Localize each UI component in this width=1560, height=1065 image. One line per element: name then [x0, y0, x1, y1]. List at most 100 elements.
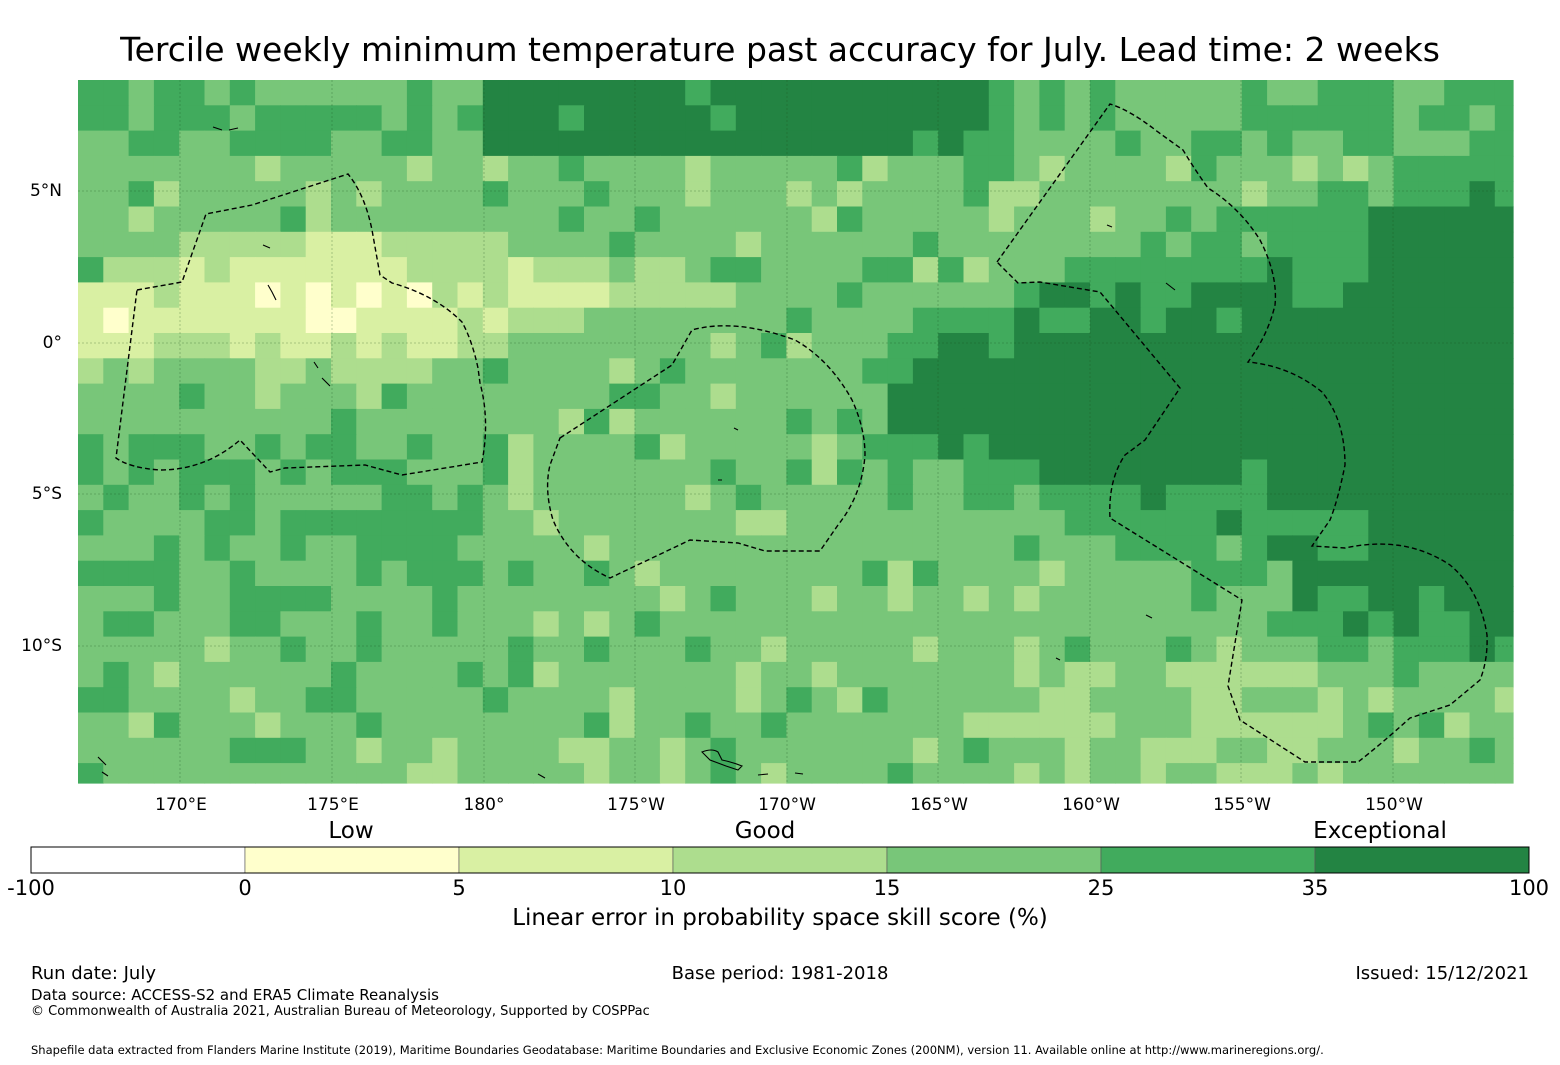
skill-cell	[78, 434, 104, 461]
skill-cell	[584, 434, 610, 461]
skill-cell	[634, 206, 661, 233]
skill-cell	[1241, 307, 1268, 334]
skill-cell	[609, 687, 636, 714]
skill-cell	[1393, 80, 1420, 106]
skill-cell	[103, 181, 130, 208]
skill-cell	[406, 80, 433, 106]
skill-cell	[1292, 408, 1319, 435]
colorbar-tick: 0	[238, 876, 252, 900]
skill-cell	[204, 155, 231, 182]
skill-cell	[103, 661, 130, 688]
skill-cell	[356, 282, 383, 309]
skill-cell	[938, 181, 965, 208]
skill-cell	[786, 282, 813, 309]
skill-cell	[862, 408, 889, 435]
skill-cell	[963, 80, 990, 106]
skill-cell	[938, 333, 965, 359]
skill-cell	[887, 510, 914, 536]
skill-cell	[1115, 130, 1142, 157]
skill-cell	[103, 333, 130, 359]
skill-cell	[1064, 80, 1091, 106]
colorbar-segment	[244, 846, 460, 874]
skill-cell	[811, 408, 838, 435]
skill-cell	[1267, 307, 1293, 334]
skill-cell	[1267, 737, 1293, 764]
skill-cell	[432, 763, 459, 784]
skill-cell	[1393, 510, 1420, 536]
skill-cell	[1064, 358, 1091, 385]
skill-cell	[1241, 155, 1268, 182]
skill-cell	[508, 636, 534, 663]
skill-cell	[761, 105, 787, 132]
skill-cell	[1317, 80, 1344, 106]
skill-cell	[1039, 206, 1066, 233]
skill-cell	[1343, 257, 1369, 283]
skill-cell	[761, 661, 787, 688]
skill-cell	[912, 636, 939, 663]
skill-cell	[508, 130, 534, 157]
skill-cell	[685, 155, 712, 182]
skill-cell	[179, 687, 206, 714]
skill-cell	[103, 611, 130, 638]
skill-cell	[634, 231, 661, 258]
skill-cell	[1418, 459, 1445, 486]
skill-cell	[1469, 763, 1496, 784]
skill-cell	[482, 358, 509, 385]
skill-cell	[963, 484, 990, 511]
skill-cell	[508, 105, 534, 132]
skill-cell	[103, 763, 130, 784]
skill-cell	[963, 661, 990, 688]
skill-cell	[280, 636, 307, 663]
skill-cell	[381, 611, 408, 638]
skill-cell	[1191, 307, 1218, 334]
skill-cell	[1014, 358, 1040, 385]
skill-cell	[204, 206, 231, 233]
skill-cell	[1014, 383, 1040, 410]
colorbar-segment	[458, 846, 674, 874]
skill-cell	[533, 535, 560, 562]
skill-cell	[1014, 307, 1040, 334]
skill-cell	[1343, 510, 1369, 536]
skill-cell	[685, 763, 712, 784]
skill-cell	[1140, 687, 1167, 714]
skill-cell	[229, 181, 256, 208]
skill-cell	[609, 408, 636, 435]
skill-cell	[305, 282, 332, 309]
skill-cell	[811, 586, 838, 612]
skill-cell	[153, 383, 180, 410]
skill-cell	[837, 560, 863, 587]
skill-cell	[255, 560, 281, 587]
skill-cell	[761, 155, 787, 182]
skill-cell	[1191, 661, 1218, 688]
skill-cell	[128, 80, 155, 106]
skill-cell	[761, 763, 787, 784]
skill-cell	[685, 282, 712, 309]
skill-cell	[1292, 636, 1319, 663]
skill-cell	[1090, 763, 1116, 784]
colorbar-segment	[672, 846, 888, 874]
skill-cell	[356, 510, 383, 536]
skill-cell	[78, 459, 104, 486]
skill-cell	[381, 535, 408, 562]
skill-cell	[432, 510, 459, 536]
skill-cell	[659, 484, 686, 511]
skill-cell	[1064, 661, 1091, 688]
skill-cell	[659, 763, 686, 784]
skill-cell	[1014, 282, 1040, 309]
skill-cell	[963, 333, 990, 359]
skill-cell	[1292, 737, 1319, 764]
skill-cell	[78, 484, 104, 511]
skill-cell	[204, 307, 231, 334]
skill-cell	[735, 763, 762, 784]
skill-cell	[229, 636, 256, 663]
skill-cell	[432, 586, 459, 612]
skill-cell	[938, 434, 965, 461]
skill-cell	[1267, 510, 1293, 536]
skill-cell	[482, 636, 509, 663]
skill-cell	[1393, 257, 1420, 283]
skill-cell	[1317, 661, 1344, 688]
skill-cell	[1292, 661, 1319, 688]
skill-cell	[1090, 383, 1116, 410]
skill-cell	[1292, 231, 1319, 258]
skill-cell	[533, 130, 560, 157]
